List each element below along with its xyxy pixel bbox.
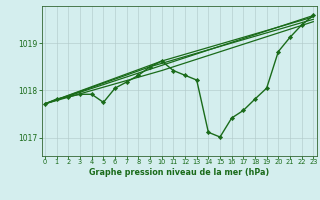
- X-axis label: Graphe pression niveau de la mer (hPa): Graphe pression niveau de la mer (hPa): [89, 168, 269, 177]
